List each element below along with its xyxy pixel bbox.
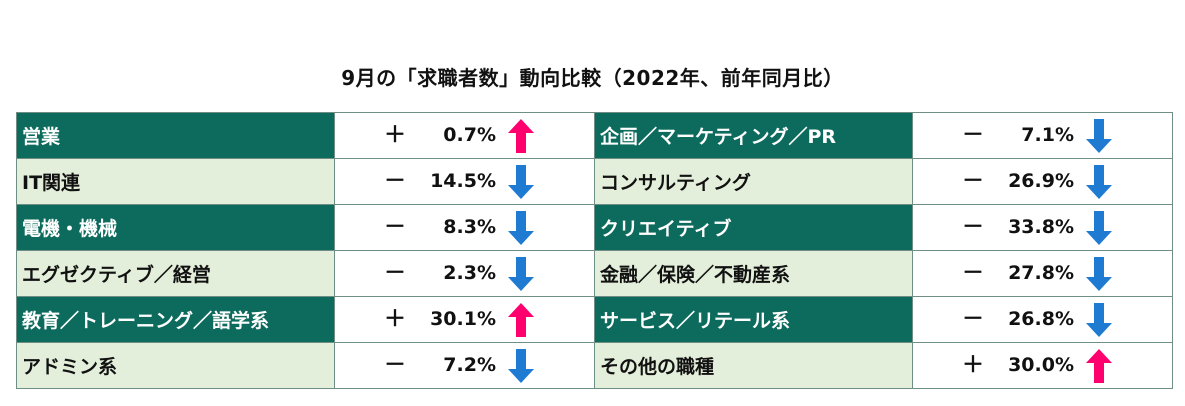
comparison-table: 営業 ＋ 0.7% 企画／マーケティング／PR － 7.1% IT関連 － 14.5% コンサルテ… bbox=[16, 112, 1173, 389]
change-sign: － bbox=[961, 307, 984, 332]
change-sign: － bbox=[961, 215, 984, 240]
category-label-right: クリエイティブ bbox=[594, 204, 913, 251]
change-cell-right: ＋ 30.0% bbox=[912, 342, 1173, 389]
category-label-left: アドミン系 bbox=[16, 342, 335, 389]
table-row: アドミン系 － 7.2% その他の職種 ＋ 30.0% bbox=[16, 342, 1173, 389]
change-percent: 0.7% bbox=[443, 124, 496, 146]
category-label-left: エグゼクティブ／経営 bbox=[16, 250, 335, 297]
change-sign: ＋ bbox=[961, 353, 984, 378]
change-percent: 7.1% bbox=[1021, 124, 1074, 146]
change-cell-right: － 27.8% bbox=[912, 250, 1173, 297]
category-label-right: 企画／マーケティング／PR bbox=[594, 112, 913, 159]
arrow-down-icon bbox=[507, 210, 535, 246]
change-sign: － bbox=[383, 261, 406, 286]
change-sign: ＋ bbox=[383, 123, 406, 148]
table-row: 教育／トレーニング／語学系 ＋ 30.1% サービス／リテール系 － 26.8% bbox=[16, 296, 1173, 343]
change-sign: － bbox=[961, 123, 984, 148]
arrow-up-icon bbox=[507, 118, 535, 154]
change-sign: － bbox=[383, 353, 406, 378]
change-sign: ＋ bbox=[383, 307, 406, 332]
change-percent: 8.3% bbox=[443, 216, 496, 238]
arrow-down-icon bbox=[507, 348, 535, 384]
change-sign: － bbox=[961, 169, 984, 194]
category-label-left: 営業 bbox=[16, 112, 335, 159]
change-percent: 7.2% bbox=[443, 354, 496, 376]
arrow-down-icon bbox=[507, 164, 535, 200]
change-percent: 26.9% bbox=[1008, 170, 1074, 192]
change-cell-right: － 26.9% bbox=[912, 158, 1173, 205]
arrow-down-icon bbox=[1085, 164, 1113, 200]
page-title: 9月の「求職者数」動向比較（2022年、前年同月比） bbox=[341, 66, 844, 90]
change-percent: 33.8% bbox=[1008, 216, 1074, 238]
category-label-right: 金融／保険／不動産系 bbox=[594, 250, 913, 297]
change-cell-left: － 14.5% bbox=[334, 158, 595, 205]
arrow-down-icon bbox=[1085, 210, 1113, 246]
change-cell-right: － 26.8% bbox=[912, 296, 1173, 343]
category-label-right: その他の職種 bbox=[594, 342, 913, 389]
change-cell-left: ＋ 30.1% bbox=[334, 296, 595, 343]
category-label-right: コンサルティング bbox=[594, 158, 913, 205]
change-sign: － bbox=[961, 261, 984, 286]
change-percent: 2.3% bbox=[443, 262, 496, 284]
change-cell-left: － 8.3% bbox=[334, 204, 595, 251]
arrow-down-icon bbox=[1085, 118, 1113, 154]
change-percent: 26.8% bbox=[1008, 308, 1074, 330]
table-row: IT関連 － 14.5% コンサルティング － 26.9% bbox=[16, 158, 1173, 205]
category-label-left: 教育／トレーニング／語学系 bbox=[16, 296, 335, 343]
change-sign: － bbox=[383, 215, 406, 240]
category-label-left: 電機・機械 bbox=[16, 204, 335, 251]
arrow-down-icon bbox=[1085, 256, 1113, 292]
change-percent: 30.0% bbox=[1008, 354, 1074, 376]
table-row: エグゼクティブ／経営 － 2.3% 金融／保険／不動産系 － 27.8% bbox=[16, 250, 1173, 297]
arrow-down-icon bbox=[1085, 302, 1113, 338]
change-percent: 30.1% bbox=[430, 308, 496, 330]
category-label-left: IT関連 bbox=[16, 158, 335, 205]
change-cell-left: ＋ 0.7% bbox=[334, 112, 595, 159]
change-percent: 14.5% bbox=[430, 170, 496, 192]
change-percent: 27.8% bbox=[1008, 262, 1074, 284]
table-row: 営業 ＋ 0.7% 企画／マーケティング／PR － 7.1% bbox=[16, 112, 1173, 159]
change-cell-right: － 7.1% bbox=[912, 112, 1173, 159]
change-sign: － bbox=[383, 169, 406, 194]
change-cell-left: － 2.3% bbox=[334, 250, 595, 297]
change-cell-left: － 7.2% bbox=[334, 342, 595, 389]
arrow-up-icon bbox=[507, 302, 535, 338]
arrow-down-icon bbox=[507, 256, 535, 292]
arrow-up-icon bbox=[1085, 348, 1113, 384]
category-label-right: サービス／リテール系 bbox=[594, 296, 913, 343]
change-cell-right: － 33.8% bbox=[912, 204, 1173, 251]
table-row: 電機・機械 － 8.3% クリエイティブ － 33.8% bbox=[16, 204, 1173, 251]
